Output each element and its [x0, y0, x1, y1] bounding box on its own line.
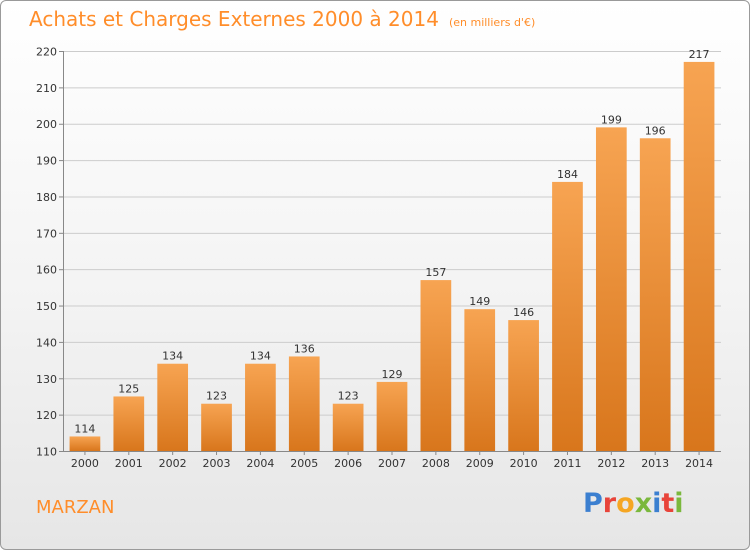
bar: [288, 356, 320, 451]
bar: [332, 403, 364, 451]
bar: [595, 127, 627, 451]
bar-value-label: 199: [601, 113, 622, 126]
town-name: MARZAN: [36, 497, 115, 518]
x-tick-label: 2004: [246, 457, 274, 470]
x-tick-label: 2013: [641, 457, 669, 470]
bar-value-label: 114: [74, 422, 95, 435]
bar: [201, 403, 232, 451]
y-tick-label: 150: [36, 300, 57, 313]
axes: [59, 51, 721, 455]
bar-value-label: 134: [162, 350, 183, 363]
x-tick-label: 2008: [422, 457, 450, 470]
logo-letter: i: [652, 488, 662, 519]
bars: [69, 61, 715, 452]
x-tick-label: 2011: [553, 457, 581, 470]
chart-subtitle: (en milliers d'€): [448, 16, 536, 29]
y-tick-label: 220: [36, 46, 57, 59]
logo-letter: x: [634, 488, 653, 519]
bar: [639, 138, 671, 452]
y-tick-label: 180: [36, 191, 57, 204]
bar: [113, 396, 145, 451]
chart-title-text: Achats et Charges Externes 2000 à 2014: [29, 7, 439, 31]
x-tick-label: 2001: [115, 457, 143, 470]
x-tick-label: 2010: [510, 457, 538, 470]
y-tick-label: 120: [36, 409, 57, 422]
bar-value-label: 136: [294, 342, 315, 355]
bar-value-label: 129: [382, 368, 403, 381]
bar: [420, 280, 452, 451]
bar-value-label: 123: [206, 390, 227, 403]
y-tick-label: 130: [36, 373, 57, 386]
y-tick-label: 200: [36, 118, 57, 131]
bar-value-label: 149: [469, 295, 490, 308]
x-tick-label: 2009: [466, 457, 494, 470]
bar: [69, 436, 101, 451]
bar: [376, 381, 408, 451]
logo-letter: i: [674, 488, 684, 519]
bar-value-label: 146: [513, 306, 534, 319]
chart-title: Achats et Charges Externes 2000 à 2014 (e…: [29, 7, 535, 31]
bar-value-label: 123: [338, 390, 359, 403]
y-tick-label: 110: [36, 446, 57, 459]
logo-letter: o: [616, 488, 635, 519]
proxiti-logo[interactable]: Proxiti: [583, 488, 684, 519]
bar-value-label: 125: [118, 382, 139, 395]
y-tick-label: 160: [36, 264, 57, 277]
x-tick-label: 2014: [685, 457, 713, 470]
x-tick-label: 2002: [159, 457, 187, 470]
bar-value-label: 196: [645, 124, 666, 137]
bar: [508, 320, 539, 451]
logo-letter: r: [602, 488, 617, 519]
bar: [157, 363, 189, 451]
x-tick-label: 2012: [597, 457, 625, 470]
logo-letter: P: [583, 488, 603, 519]
bar-value-label: 217: [689, 48, 710, 61]
bar: [464, 309, 496, 451]
bar-value-label: 184: [557, 168, 578, 181]
bar: [245, 363, 276, 451]
y-tick-label: 140: [36, 336, 57, 349]
x-tick-label: 2000: [71, 457, 99, 470]
y-tick-label: 190: [36, 155, 57, 168]
bar: [683, 61, 715, 452]
x-tick-label: 2005: [290, 457, 318, 470]
x-tick-label: 2006: [334, 457, 362, 470]
x-tick-label: 2007: [378, 457, 406, 470]
bar-value-label: 134: [250, 350, 271, 363]
logo-letter: t: [661, 488, 675, 519]
y-tick-label: 210: [36, 82, 57, 95]
bar-value-label: 157: [425, 266, 446, 279]
labels: 110 120 130 140 150 160 170 180 190 200 210 220 114 2…: [36, 46, 713, 471]
bar: [552, 181, 583, 451]
x-tick-label: 2003: [203, 457, 231, 470]
y-tick-label: 170: [36, 227, 57, 240]
